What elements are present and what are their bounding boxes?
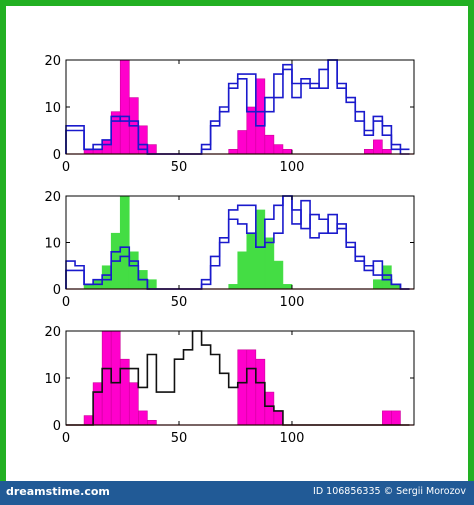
bar-1-0-19 bbox=[237, 130, 248, 155]
bar-2-0-35 bbox=[382, 265, 392, 290]
x-tick-label-3-1: 50 bbox=[171, 431, 188, 446]
bar-1-0-5 bbox=[110, 111, 121, 155]
bar-3-0-8 bbox=[138, 410, 148, 426]
bar-2-0-23 bbox=[273, 260, 284, 290]
bar-2-0-6 bbox=[119, 195, 130, 290]
panel-2: 0 50 100 0 10 20 bbox=[44, 190, 415, 310]
bar-3-0-4 bbox=[101, 330, 112, 426]
x-tick-label-1-1: 50 bbox=[171, 160, 188, 175]
step-line-2-2 bbox=[65, 195, 410, 290]
bar-3-0-20 bbox=[246, 349, 257, 426]
bar-2-0-9 bbox=[147, 279, 157, 290]
bar-3-0-3 bbox=[92, 382, 103, 426]
bar-2-0-4 bbox=[101, 265, 112, 290]
y-tick-label-2-2: 20 bbox=[44, 190, 61, 205]
bar-1-0-21 bbox=[255, 78, 266, 155]
panel-3: 0 50 100 0 10 20 bbox=[44, 325, 415, 446]
x-tick-label-1-2: 100 bbox=[280, 160, 305, 175]
bar-2-0-7 bbox=[128, 251, 139, 290]
bar-3-0-23 bbox=[273, 410, 284, 426]
bar-2-0-24 bbox=[282, 284, 293, 290]
x-tick-label-2-0: 0 bbox=[62, 295, 70, 310]
bar-3-0-9 bbox=[147, 419, 157, 426]
x-tick-label-3-0: 0 bbox=[62, 431, 70, 446]
x-tick-label-2-1: 50 bbox=[171, 295, 188, 310]
footer-brand: dreamstime.com bbox=[6, 485, 110, 498]
y-tick-label-1-2: 20 bbox=[44, 54, 61, 69]
bar-1-0-33 bbox=[363, 149, 374, 155]
bar-3-0-36 bbox=[391, 410, 401, 426]
x-tick-label-2-2: 100 bbox=[280, 295, 305, 310]
y-tick-label-2-0: 0 bbox=[53, 283, 61, 298]
bar-1-0-6 bbox=[119, 59, 130, 155]
bar-1-0-20 bbox=[246, 106, 257, 155]
bar-2-0-21 bbox=[255, 209, 266, 290]
bar-2-0-19 bbox=[237, 251, 248, 290]
y-tick-label-3-1: 10 bbox=[44, 372, 61, 387]
step-line-1-2 bbox=[65, 59, 410, 155]
bar-1-0-4 bbox=[101, 139, 112, 155]
bar-3-0-22 bbox=[264, 391, 275, 426]
bar-1-0-34 bbox=[373, 139, 383, 155]
bar-3-0-5 bbox=[110, 330, 121, 426]
bar-1-0-18 bbox=[228, 149, 239, 155]
y-tick-label-2-1: 10 bbox=[44, 237, 61, 252]
bar-1-0-23 bbox=[273, 144, 284, 155]
y-tick-label-3-2: 20 bbox=[44, 325, 61, 340]
bar-1-0-35 bbox=[382, 149, 392, 155]
bar-3-0-7 bbox=[128, 382, 139, 426]
bar-1-0-24 bbox=[282, 149, 293, 155]
panel-1: 0 50 100 0 10 20 bbox=[44, 54, 415, 175]
bar-2-0-20 bbox=[246, 232, 257, 290]
bar-3-0-35 bbox=[382, 410, 392, 426]
bar-1-0-22 bbox=[264, 134, 275, 155]
bar-1-0-9 bbox=[147, 144, 157, 155]
footer-bar: dreamstime.com ID 106856335 © Sergii Mor… bbox=[0, 481, 474, 505]
bar-3-0-21 bbox=[255, 358, 266, 426]
x-tick-label-3-2: 100 bbox=[280, 431, 305, 446]
bar-2-0-18 bbox=[228, 284, 239, 290]
bar-3-0-2 bbox=[83, 415, 94, 426]
y-tick-label-1-0: 0 bbox=[53, 148, 61, 163]
bar-2-0-34 bbox=[373, 279, 383, 290]
x-tick-label-1-0: 0 bbox=[62, 160, 70, 175]
y-tick-label-3-0: 0 bbox=[53, 419, 61, 434]
bar-3-0-19 bbox=[237, 349, 248, 426]
footer-image-id: ID 106856335 © Sergii Morozov bbox=[313, 486, 466, 497]
y-tick-label-1-1: 10 bbox=[44, 101, 61, 116]
bar-2-0-22 bbox=[264, 237, 275, 290]
